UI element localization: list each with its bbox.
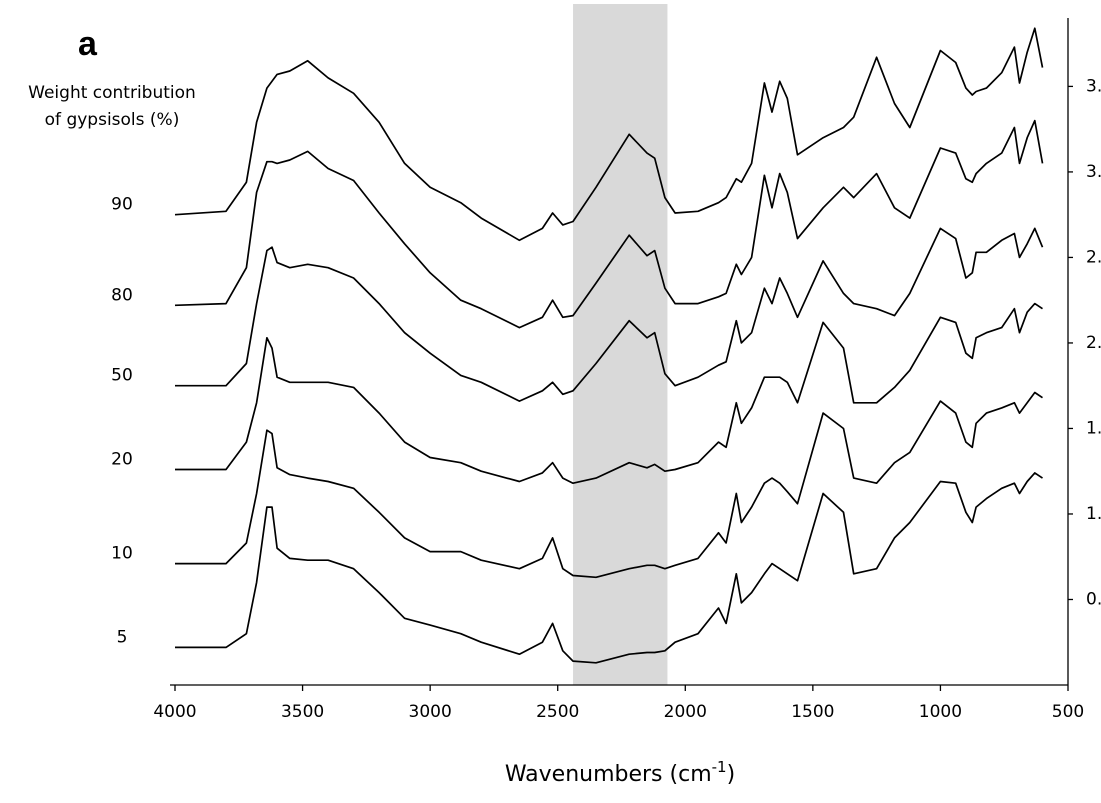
spectrum-line bbox=[175, 227, 1044, 402]
series-label: 50 bbox=[111, 366, 133, 386]
legend-title: Weight contribution bbox=[28, 83, 196, 103]
spectrum-line bbox=[174, 27, 1044, 242]
x-axis-title-end: ) bbox=[727, 762, 736, 787]
series-label: 90 bbox=[111, 195, 133, 215]
y-tick-label: 2. bbox=[1086, 333, 1101, 353]
y-tick-label: 2. bbox=[1086, 247, 1101, 267]
series-label: 5 bbox=[117, 627, 128, 647]
spectrum-line bbox=[175, 472, 1043, 664]
x-tick-label: 2000 bbox=[664, 702, 707, 722]
x-tick-label: 3000 bbox=[409, 702, 452, 722]
y-tick-label: 3. bbox=[1086, 76, 1101, 96]
y-tick-label: 0. bbox=[1086, 589, 1101, 609]
panel-label: a bbox=[78, 25, 98, 63]
highlight-band bbox=[573, 4, 668, 685]
series-label: 10 bbox=[111, 544, 133, 564]
x-tick-label: 3500 bbox=[281, 702, 324, 722]
x-axis-title-sup: -1 bbox=[712, 758, 727, 776]
series-label: 80 bbox=[111, 285, 133, 305]
spectrum-line bbox=[175, 302, 1043, 485]
x-tick-label: 1500 bbox=[791, 702, 834, 722]
x-axis-title-text: Wavenumbers (cm bbox=[505, 762, 712, 787]
series-label: 20 bbox=[111, 450, 133, 470]
x-tick-label: 500 bbox=[1052, 702, 1084, 722]
x-tick-label: 4000 bbox=[153, 702, 196, 722]
x-axis-title: Wavenumbers (cm-1) bbox=[505, 758, 735, 788]
legend-title: of gypsisols (%) bbox=[45, 110, 180, 130]
x-tick-label: 1000 bbox=[919, 702, 962, 722]
y-tick-label: 1. bbox=[1086, 418, 1101, 438]
spectrum-line bbox=[174, 119, 1044, 329]
spectrum-line bbox=[175, 391, 1043, 579]
y-tick-label: 1. bbox=[1086, 504, 1101, 524]
y-tick-label: 3. bbox=[1086, 162, 1101, 182]
x-tick-label: 2500 bbox=[536, 702, 579, 722]
